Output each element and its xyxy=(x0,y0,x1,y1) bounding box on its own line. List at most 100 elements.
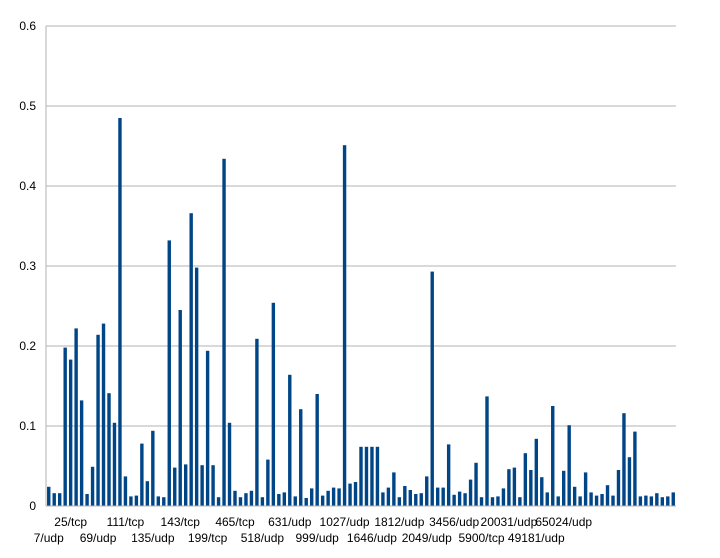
x-tick-label: 2049/udp xyxy=(402,531,452,545)
bar xyxy=(501,488,506,506)
bar xyxy=(364,446,369,506)
bar xyxy=(562,470,566,506)
bar xyxy=(425,476,429,506)
bar xyxy=(353,482,358,506)
bar xyxy=(145,481,150,506)
y-axis-tick-labels: 0 0.1 0.2 0.3 0.4 0.5 0.6 xyxy=(19,19,36,513)
bar xyxy=(507,469,511,506)
bar xyxy=(282,492,287,506)
y-tick-label: 0.3 xyxy=(19,259,36,273)
bar xyxy=(605,485,610,506)
bar xyxy=(260,497,265,506)
bar xyxy=(578,496,582,506)
bar xyxy=(118,118,122,506)
bar xyxy=(68,359,73,506)
bar xyxy=(496,496,500,506)
bar xyxy=(167,240,171,506)
bar xyxy=(386,487,391,506)
axes xyxy=(45,26,676,507)
gridlines xyxy=(46,25,676,427)
bar xyxy=(408,490,413,506)
x-tick-label: 199/tcp xyxy=(188,531,228,545)
bar xyxy=(638,496,643,506)
bar xyxy=(184,464,188,506)
x-tick-label: 5900/tcp xyxy=(458,531,504,545)
bar xyxy=(446,444,451,506)
bar xyxy=(288,374,292,506)
bar xyxy=(534,438,539,506)
bar xyxy=(244,493,248,506)
bar xyxy=(249,490,254,506)
bar xyxy=(370,446,374,506)
bar xyxy=(403,486,407,506)
bar xyxy=(140,443,144,506)
x-tick-label: 631/udp xyxy=(268,515,312,529)
bar xyxy=(299,409,303,506)
bar xyxy=(633,431,637,506)
bar xyxy=(441,487,445,506)
bar xyxy=(600,494,604,506)
bar xyxy=(359,446,363,506)
bar xyxy=(622,413,626,506)
bar xyxy=(123,476,128,506)
bar xyxy=(216,497,221,506)
bar xyxy=(540,477,544,506)
bar xyxy=(556,496,560,506)
bar xyxy=(238,497,243,506)
y-tick-label: 0.1 xyxy=(19,419,36,433)
bar xyxy=(173,467,177,506)
bar xyxy=(375,446,380,506)
bar xyxy=(293,496,297,506)
bar xyxy=(227,422,232,506)
bar xyxy=(490,497,495,506)
bar xyxy=(156,496,161,506)
bar xyxy=(129,496,133,506)
y-tick-label: 0.4 xyxy=(19,179,36,193)
bar xyxy=(189,213,193,506)
bar xyxy=(627,457,632,506)
x-tick-label: 69/udp xyxy=(80,531,117,545)
x-tick-label: 999/udp xyxy=(295,531,339,545)
y-tick-label: 0.6 xyxy=(19,19,36,33)
bar xyxy=(567,425,571,506)
bar xyxy=(666,496,670,506)
bar xyxy=(47,486,51,506)
bar xyxy=(222,158,226,507)
bar xyxy=(255,338,259,506)
x-tick-label: 135/udp xyxy=(131,531,175,545)
bar xyxy=(551,406,555,506)
bar xyxy=(529,470,533,506)
bar xyxy=(271,302,276,506)
bar xyxy=(200,465,204,506)
bar xyxy=(337,488,341,506)
x-axis-tick-labels: 7/udp 25/tcp 69/udp 111/tcp 135/udp 143/tcp 19… xyxy=(34,515,593,545)
bar xyxy=(320,495,325,506)
x-tick-label: 25/tcp xyxy=(54,515,87,529)
bar xyxy=(616,470,621,506)
bar xyxy=(655,493,659,506)
bar xyxy=(52,493,56,506)
bar xyxy=(671,492,675,506)
bar xyxy=(266,459,270,506)
bar xyxy=(397,497,402,506)
bar xyxy=(589,492,593,506)
bar xyxy=(134,495,139,506)
bar xyxy=(63,347,67,506)
x-tick-label: 143/tcp xyxy=(161,515,201,529)
bar xyxy=(101,323,106,506)
x-tick-label: 49181/udp xyxy=(508,531,565,545)
bar xyxy=(518,497,522,506)
bar xyxy=(649,496,654,506)
bar xyxy=(162,497,166,506)
bar xyxy=(151,430,155,506)
x-tick-label: 111/tcp xyxy=(107,515,145,529)
bar xyxy=(90,466,95,506)
bar xyxy=(644,495,648,506)
bar xyxy=(583,472,588,506)
y-tick-label: 0.5 xyxy=(19,99,36,113)
bar xyxy=(457,491,462,506)
bars xyxy=(47,118,675,507)
bar xyxy=(58,493,62,506)
bar xyxy=(178,310,182,506)
bar xyxy=(430,271,434,506)
